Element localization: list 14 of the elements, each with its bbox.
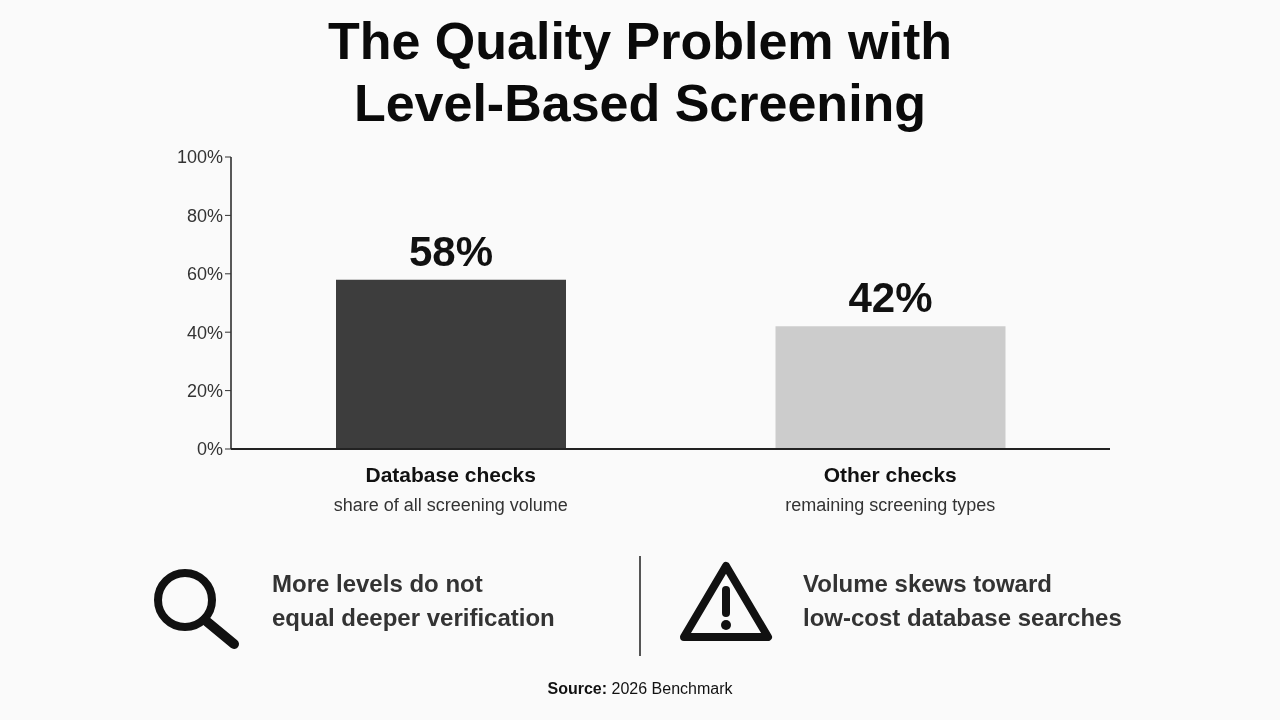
x-tick-label: Database checks share of all screening volume	[333, 463, 568, 515]
y-tick-label: 80%	[186, 205, 223, 226]
data-label: 58%	[408, 227, 494, 275]
data-label: 42%	[848, 274, 933, 322]
x-tick-label: Other checks remaining screening types	[785, 463, 996, 515]
y-tick-label: 0%	[196, 439, 223, 460]
text: More levels do not equal deeper verification	[272, 569, 556, 633]
y-tick-label: 20%	[186, 380, 223, 401]
y-tick-label: 60%	[186, 264, 223, 285]
y-tick-label: 40%	[186, 322, 223, 343]
text: Volume skews toward low-cost database searches	[803, 569, 1123, 633]
chart-title: The Quality Problem with Level-Based Screening	[326, 11, 954, 134]
y-tick-label: 100%	[176, 147, 223, 168]
source-note: Source: 2026 Benchmark	[546, 680, 734, 698]
